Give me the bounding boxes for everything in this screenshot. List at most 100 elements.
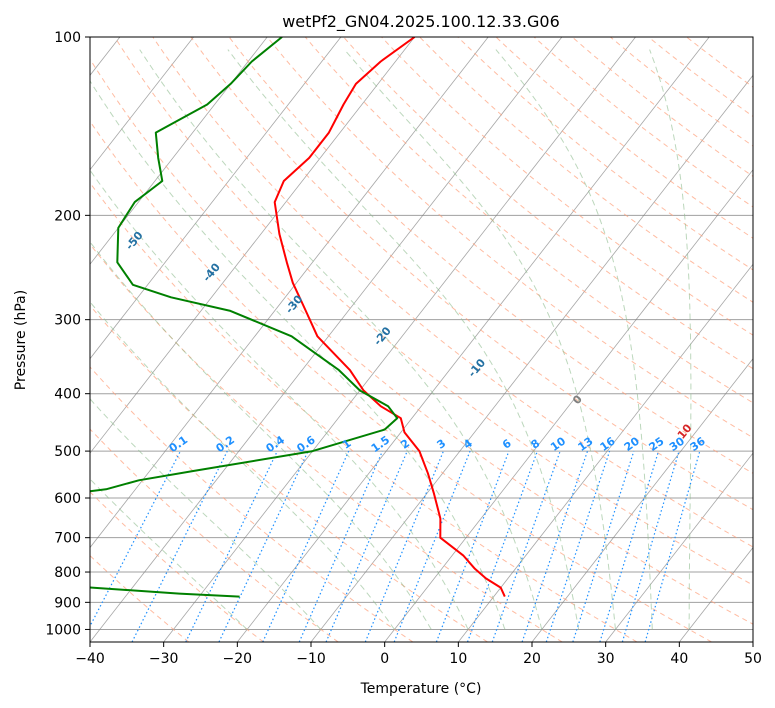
y-tick-label: 200 — [54, 208, 81, 224]
dry-adiabat-line — [152, 37, 753, 548]
isotherm-line — [90, 37, 268, 265]
dry-adiabat-line — [90, 366, 414, 642]
x-tick-label: −20 — [223, 651, 253, 667]
moist-adiabat-line — [90, 301, 395, 630]
dry-adiabat-line — [381, 37, 753, 336]
x-tick-label: −30 — [149, 651, 179, 667]
x-tick-label: 30 — [597, 651, 615, 667]
y-tick-label: 500 — [54, 444, 81, 460]
dry-adiabat-line — [90, 58, 753, 625]
mixing-ratio-line — [572, 450, 635, 642]
mixing-ratio-line — [621, 450, 680, 642]
dry-adiabat-line — [90, 304, 488, 642]
series-layer — [90, 37, 506, 598]
dry-adiabat-label: -20 — [371, 324, 394, 348]
y-tick-label: 700 — [54, 531, 81, 547]
background-lines — [90, 37, 753, 642]
moist-adiabat-line — [90, 169, 469, 630]
isotherm-line — [384, 169, 753, 642]
moist-adiabat-line — [227, 49, 580, 630]
mixing-ratio-label: 8 — [529, 437, 543, 452]
mixing-ratio-line — [466, 450, 539, 642]
mixing-ratio-line — [185, 450, 278, 642]
mixing-ratio-line — [545, 450, 611, 642]
mixing-ratio-label: 0.1 — [167, 433, 190, 455]
x-axis: −40 −30 −20 −10 0 10 20 30 40 50 — [75, 642, 762, 667]
x-tick-label: 0 — [380, 651, 389, 667]
isotherm-line — [163, 37, 636, 642]
isotherm-line — [752, 641, 753, 642]
dry-adiabat-label: -10 — [466, 356, 489, 380]
mixing-ratio-label: 0.6 — [294, 433, 318, 455]
dry-adiabat-line — [419, 37, 753, 303]
moist-adiabat-line — [90, 241, 432, 630]
mixing-ratio-line — [491, 450, 561, 642]
mixing-ratio-line — [218, 450, 309, 642]
moist-adiabat-line — [495, 49, 653, 630]
dry-adiabat-line — [457, 37, 753, 271]
isotherm-line — [90, 37, 415, 454]
mixing-ratio-label: 1.5 — [369, 433, 392, 455]
y-tick-label: 300 — [54, 313, 81, 329]
mixing-ratio-label: 4 — [461, 436, 475, 451]
moist-adiabat-line — [344, 49, 616, 630]
moist-adiabat-line — [649, 49, 692, 630]
dry-adiabat-line — [190, 37, 753, 511]
isotherm-line — [90, 37, 342, 360]
dry-adiabat-line — [90, 428, 339, 642]
y-tick-label: 400 — [54, 387, 81, 403]
moist-adiabat-line — [139, 49, 543, 630]
dry-adiabat-line — [533, 37, 753, 208]
x-tick-label: 10 — [449, 651, 467, 667]
mixing-ratio-line — [262, 450, 350, 642]
dry-adiabat-line — [114, 37, 753, 586]
mixing-ratio-line — [521, 450, 589, 642]
isotherm-line — [90, 37, 489, 549]
dry-adiabat-line — [343, 37, 753, 370]
mixing-ratio-line — [325, 450, 408, 642]
isotherm-line — [531, 358, 753, 642]
y-tick-label: 100 — [54, 30, 81, 46]
temperature-profile — [273, 37, 506, 598]
dry-adiabat-line — [90, 182, 638, 642]
moist-adiabat-line — [90, 478, 248, 630]
isotherm-line — [310, 74, 753, 642]
dry-adiabat-line — [686, 37, 753, 88]
isotherm-line — [90, 37, 194, 171]
mixing-ratio-line — [364, 450, 444, 642]
dry-adiabat-line — [610, 37, 753, 147]
mixing-ratio-line — [298, 450, 384, 642]
y-axis-label: Pressure (hPa) — [13, 290, 29, 390]
mixing-ratio-label: 3 — [435, 437, 449, 452]
mixing-ratio-label: 0.4 — [264, 433, 288, 455]
mixing-ratio-line — [90, 450, 181, 628]
moist-adiabat-line — [90, 398, 322, 630]
mixing-ratio-line — [599, 450, 660, 642]
y-tick-label: 1000 — [45, 622, 81, 638]
mixing-ratio-line — [644, 450, 701, 642]
x-axis-label: Temperature (°C) — [360, 681, 482, 697]
chart-title: wetPf2_GN04.2025.100.12.33.G06 — [282, 12, 560, 32]
dry-adiabat-line — [495, 37, 753, 239]
dry-adiabat-line — [90, 243, 563, 642]
dewpoint-profile — [90, 37, 399, 598]
y-tick-label: 600 — [54, 491, 81, 507]
x-tick-label: −40 — [75, 651, 105, 667]
isotherm-line — [237, 37, 710, 642]
x-tick-label: 20 — [523, 651, 541, 667]
y-axis: 100 200 300 400 500 600 700 800 900 1000 — [45, 30, 90, 638]
x-tick-label: 50 — [744, 651, 762, 667]
x-tick-label: 40 — [670, 651, 688, 667]
moist-adiabat-line — [90, 80, 506, 630]
isotherm-line — [458, 263, 753, 642]
mixing-ratio-line — [435, 450, 510, 642]
mixing-ratio-label: 6 — [500, 437, 514, 452]
isotherm-line — [90, 37, 563, 642]
y-tick-label: 900 — [54, 595, 81, 611]
dry-adiabat-label: -70 — [0, 165, 7, 189]
plot-frame — [89, 36, 754, 643]
isotherm-line — [605, 452, 753, 642]
isopleth-labels: 0.10.20.40.611.52346810131620253036-100-… — [0, 165, 708, 455]
y-tick-label: 800 — [54, 565, 81, 581]
